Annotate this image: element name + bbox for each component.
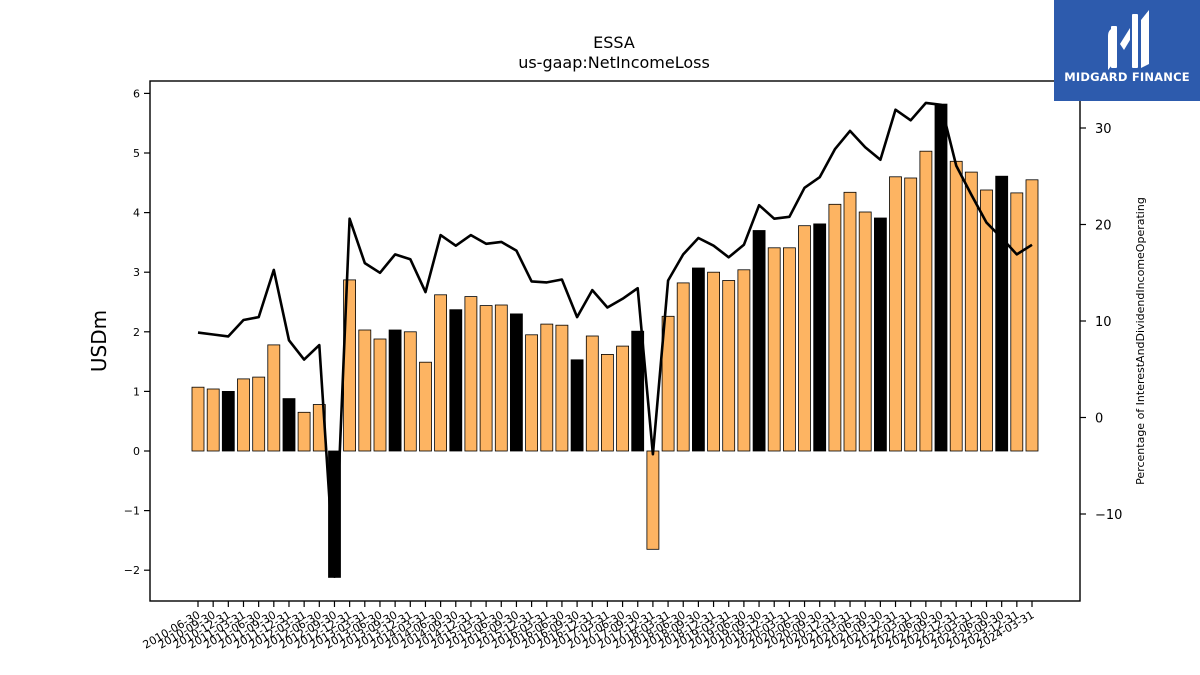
bar <box>494 304 508 452</box>
bar <box>767 247 781 452</box>
bar <box>843 191 857 452</box>
bar <box>949 160 963 452</box>
bar <box>419 361 432 452</box>
bar <box>692 267 705 452</box>
y-tick-label-right: 30 <box>1095 122 1112 137</box>
bar <box>752 230 766 452</box>
bar <box>464 296 478 452</box>
bar <box>585 335 599 452</box>
bar <box>1025 179 1039 452</box>
bar <box>661 315 675 452</box>
bar-series <box>191 103 1039 578</box>
bar <box>919 150 933 452</box>
brand-name: MIDGARD FINANCE <box>1064 70 1190 84</box>
bar <box>282 398 296 452</box>
y-tick-label-right: −10 <box>1095 508 1122 523</box>
bar <box>267 344 281 452</box>
bar <box>555 324 569 452</box>
bar <box>737 269 751 452</box>
bar <box>995 175 1009 452</box>
bar <box>297 411 311 452</box>
midgard-m-logo-icon <box>1108 10 1149 70</box>
bar <box>616 345 629 452</box>
y-tick-label-right: 0 <box>1095 412 1103 427</box>
bar <box>934 103 948 452</box>
right-axis: −10 0 10 20 30 <box>1080 122 1122 523</box>
y-tick-label: 5 <box>133 147 140 160</box>
bar <box>403 331 417 452</box>
bar <box>479 305 493 452</box>
y-axis-label: USDm <box>87 310 111 372</box>
x-axis: 2010-06-302010-09-302010-12-312011-03-31… <box>141 601 1037 652</box>
chart-title: ESSA <box>593 33 635 52</box>
bar <box>206 388 220 452</box>
bar <box>980 189 993 452</box>
y-tick-label: 1 <box>133 385 140 398</box>
y-tick-label: −2 <box>124 564 140 577</box>
bar <box>509 313 523 452</box>
bar <box>904 177 918 452</box>
y-tick-label: 0 <box>133 445 140 458</box>
bar <box>722 280 736 452</box>
bar <box>601 353 614 452</box>
bar <box>252 376 266 452</box>
bar <box>540 323 554 452</box>
plot-frame <box>149 80 1081 602</box>
bar <box>858 211 872 452</box>
y-tick-label-right: 20 <box>1095 219 1112 234</box>
bar <box>783 247 796 452</box>
bar <box>358 329 372 452</box>
bar <box>525 334 538 452</box>
bar <box>798 225 811 452</box>
bar <box>964 171 978 452</box>
y-tick-label: 2 <box>133 326 140 339</box>
y-axis-label-right: Percentage of InterestAndDividendIncomeO… <box>1134 197 1147 485</box>
y-tick-label: −1 <box>124 505 140 518</box>
bar <box>191 386 205 452</box>
bar <box>570 359 584 452</box>
bar <box>434 294 448 452</box>
bar <box>707 271 720 452</box>
y-tick-label: 6 <box>133 87 140 100</box>
chart-subtitle: us-gaap:NetIncomeLoss <box>518 53 710 72</box>
bar <box>889 176 902 452</box>
line-series <box>197 101 1033 578</box>
bar <box>874 217 887 452</box>
bar <box>631 330 645 452</box>
bar <box>676 282 690 452</box>
brand-logo: MIDGARD FINANCE <box>1054 0 1200 101</box>
bar <box>449 309 463 452</box>
bar <box>237 378 250 452</box>
y-tick-label-right: 10 <box>1095 315 1112 330</box>
bar <box>828 203 842 452</box>
bar <box>221 390 235 452</box>
y-tick-label: 4 <box>133 207 140 220</box>
left-axis: −2 −1 0 1 2 3 4 5 6 <box>124 87 150 577</box>
bar <box>646 450 660 550</box>
bar <box>388 329 402 452</box>
bar <box>1010 192 1024 452</box>
bar <box>373 338 387 452</box>
y-tick-label: 3 <box>133 266 140 279</box>
bar <box>813 223 827 452</box>
